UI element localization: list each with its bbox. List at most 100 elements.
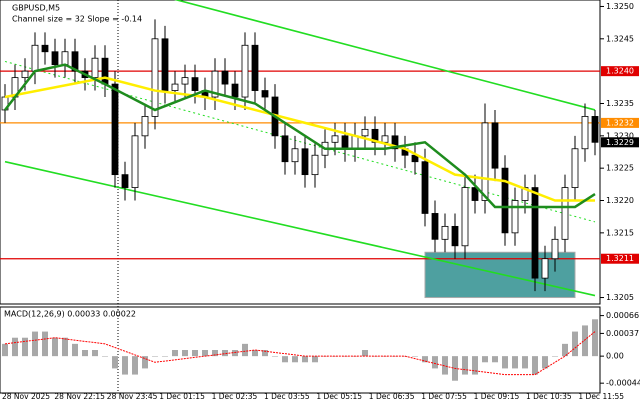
macd-bar xyxy=(132,356,138,375)
x-tick-label: 1 Dec 02:35 xyxy=(212,392,258,401)
x-tick-label: 1 Dec 05:15 xyxy=(316,392,362,401)
macd-bar xyxy=(222,350,228,357)
candle-body xyxy=(121,174,129,188)
candle-body xyxy=(571,148,579,188)
y-tick-label: 1.3225 xyxy=(606,164,634,173)
macd-bar xyxy=(582,325,588,357)
macd-bar xyxy=(82,350,88,357)
candle-body xyxy=(551,238,559,260)
level-label: 1.3232 xyxy=(606,118,634,127)
macd-bar xyxy=(242,343,248,357)
macd-bar xyxy=(2,343,8,357)
candle-body xyxy=(101,57,109,85)
candle-body xyxy=(251,44,259,91)
x-tick-label: 28 Nov 22:15 xyxy=(54,392,105,401)
candle-body xyxy=(351,135,359,150)
macd-bar xyxy=(572,331,578,357)
macd-bar xyxy=(462,356,468,375)
macd-bar xyxy=(432,356,438,369)
macd-bar xyxy=(422,356,428,363)
y-tick-label: 1.3205 xyxy=(606,293,634,302)
macd-bar xyxy=(542,356,548,369)
macd-bar xyxy=(552,356,558,357)
x-tick-label: 1 Dec 01:15 xyxy=(159,392,205,401)
macd-signal xyxy=(4,331,596,376)
candle-body xyxy=(561,187,569,240)
candle-body xyxy=(41,44,49,53)
candle-body xyxy=(391,135,399,150)
candle-body xyxy=(301,148,309,176)
macd-bar xyxy=(312,356,318,363)
level-box xyxy=(601,117,639,128)
candle-body xyxy=(61,51,69,66)
level-box xyxy=(601,66,639,77)
level-label: 1.3240 xyxy=(606,67,634,76)
macd-bar xyxy=(442,356,448,375)
candle-body xyxy=(181,77,189,85)
candle-body xyxy=(231,83,239,98)
macd-bar xyxy=(92,350,98,357)
macd-bar xyxy=(152,356,158,357)
candle-body xyxy=(471,187,479,201)
moving-average xyxy=(4,76,595,202)
macd-bar xyxy=(232,350,238,357)
candle-body xyxy=(451,225,459,247)
candle-body xyxy=(441,225,449,240)
y-tick-label: 0.00 xyxy=(606,352,624,361)
candle-body xyxy=(161,38,169,91)
y-tick-label: 1.3230 xyxy=(606,131,634,140)
x-tick-label: 1 Dec 11:55 xyxy=(578,392,624,401)
candle-body xyxy=(261,90,269,98)
macd-bar xyxy=(522,356,528,369)
macd-bar xyxy=(512,356,518,369)
candle-body xyxy=(111,83,119,176)
candle-body xyxy=(531,187,539,279)
macd-bar xyxy=(592,319,598,357)
candle-body xyxy=(241,44,249,98)
macd-bar xyxy=(162,356,168,357)
annotation: Channel size = 32 Slope = -0.14 xyxy=(12,15,142,24)
candle-body xyxy=(191,77,199,91)
candle-body xyxy=(581,116,589,150)
macd-bar xyxy=(302,356,308,363)
candle-body xyxy=(171,83,179,91)
macd-bar xyxy=(182,350,188,357)
candle-body xyxy=(131,135,139,188)
x-tick-label: 1 Dec 09:15 xyxy=(474,392,520,401)
macd-bar xyxy=(562,343,568,357)
macd-bar xyxy=(142,356,148,369)
channel-lower xyxy=(4,160,596,297)
chart-title: GBPUSD,M5 xyxy=(12,4,60,13)
y-tick-label: 0.00037 xyxy=(606,329,639,338)
macd-bar xyxy=(202,350,208,357)
macd-bar xyxy=(492,356,498,363)
x-tick-label: 1 Dec 07:55 xyxy=(421,392,467,401)
candle-body xyxy=(511,200,519,234)
x-tick-label: 1 Dec 10:35 xyxy=(526,392,572,401)
macd-bar xyxy=(482,356,488,363)
candle-body xyxy=(281,135,289,163)
x-tick-label: 1 Dec 06:35 xyxy=(369,392,415,401)
macd-bar xyxy=(502,356,508,369)
candle-body xyxy=(371,128,379,143)
macd-bar xyxy=(72,343,78,357)
y-tick-label: 1.3235 xyxy=(606,99,634,108)
candle-body xyxy=(591,116,599,143)
moving-average xyxy=(4,63,596,209)
macd-bar xyxy=(102,356,108,357)
macd-bar xyxy=(122,356,128,375)
candle-body xyxy=(421,161,429,214)
macd-bar xyxy=(262,350,268,357)
candle-body xyxy=(341,135,349,150)
level-box xyxy=(601,253,639,264)
candle-body xyxy=(381,135,389,143)
macd-bar xyxy=(272,356,278,357)
candle-body xyxy=(481,122,489,201)
macd-bar xyxy=(292,356,298,363)
macd-pane xyxy=(0,306,601,394)
macd-bar xyxy=(172,350,178,357)
macd-label: MACD(12,26,9) 0.00033 0.00022 xyxy=(4,310,136,319)
y-tick-label: 1.3215 xyxy=(606,228,634,237)
x-tick-label: 28 Nov 2025 xyxy=(2,392,50,401)
